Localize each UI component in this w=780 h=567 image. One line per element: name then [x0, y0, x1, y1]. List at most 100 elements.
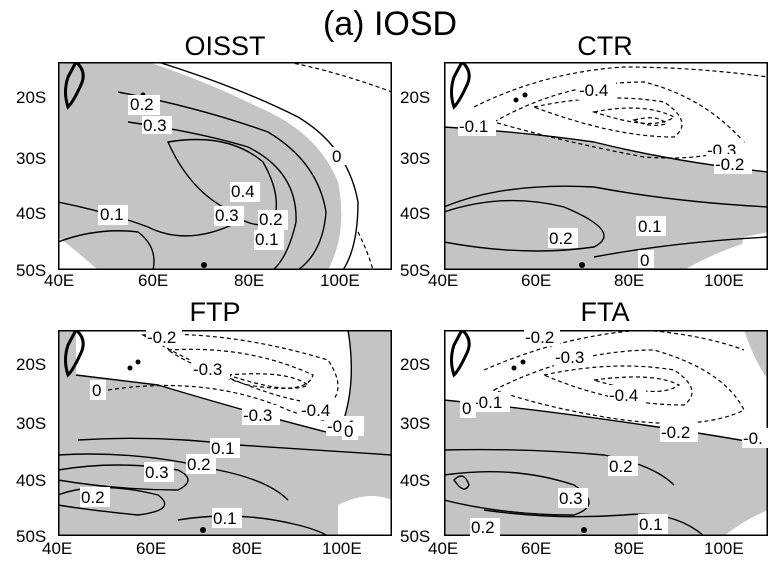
y-tick-label: 20S [400, 355, 431, 374]
contour-line [483, 509, 705, 536]
y-tick-label: 50S [16, 261, 47, 280]
island-dot [201, 262, 207, 268]
y-tick-label: 30S [400, 149, 431, 168]
x-tick-label: 100E [704, 271, 744, 290]
island-dot [200, 527, 206, 533]
contour-label-bg [300, 400, 338, 420]
contour-label-bg [210, 438, 240, 458]
contour-label-bg [192, 359, 230, 379]
madagascar-coastline [64, 62, 85, 110]
contour-label-bg [90, 380, 106, 400]
island-dot [135, 359, 141, 365]
contour-label-bg [80, 487, 110, 507]
contour-line [177, 515, 329, 536]
contour-label: 0 [462, 399, 471, 418]
contour-line [58, 230, 155, 270]
contour-label: -0.4 [301, 401, 330, 420]
contour-label: 0.2 [259, 210, 283, 229]
positive-region [444, 127, 768, 270]
contour-label-bg [330, 147, 346, 165]
contour-label-bg [458, 116, 496, 136]
contour-label-bg [254, 230, 284, 250]
zero-contour [157, 62, 359, 270]
y-tick-label: 30S [400, 414, 431, 433]
y-tick-label: 40S [400, 204, 431, 223]
y-tick-label: 40S [400, 471, 431, 490]
contour-label-bg [212, 508, 242, 528]
negative-contour [531, 97, 683, 138]
x-tick-label: 80E [234, 271, 265, 290]
madagascar-coastline [64, 330, 85, 378]
contour-label: 0.1 [213, 509, 237, 528]
x-tick-label: 100E [320, 271, 360, 290]
contour-label-bg [258, 210, 288, 230]
map-panel-ftp: -0.2 -0.3 0 -0.3 -0.4 -0.1 0 0.1 0.3 0.2… [58, 330, 392, 536]
negative-contour [357, 231, 374, 270]
contour-label: -0.2 [715, 155, 744, 174]
contour-label-bg [660, 422, 698, 442]
contour-line [444, 185, 768, 208]
contour-label: -0.4 [579, 81, 608, 100]
contour-label: -0.3 [555, 348, 584, 367]
contour-label: 0.4 [231, 182, 255, 201]
contour-label: 0.3 [143, 116, 167, 135]
contour-label-bg [342, 422, 358, 440]
contour-label: 0.3 [215, 206, 239, 225]
x-tick-label: 60E [136, 539, 167, 558]
island-dot [520, 359, 526, 365]
contour-label-bg [98, 205, 128, 225]
contour-label-bg [742, 428, 768, 448]
contour-line [117, 91, 327, 270]
positive-region [744, 330, 768, 380]
contour-label: 0.2 [81, 488, 105, 507]
contour-line [444, 199, 605, 252]
x-tick-label: 60E [521, 539, 552, 558]
contour-line [444, 448, 675, 486]
y-tick-label: 40S [16, 204, 47, 223]
contour-label-bg [214, 206, 244, 226]
y-tick-label: 20S [16, 88, 47, 107]
contour-label: -0.1 [473, 393, 502, 412]
contour-label: -0.2 [661, 423, 690, 442]
contour-label-bg [144, 462, 174, 482]
map-panel-fta: -0.2 -0.3 -0.1 -0.4 0 -0.2 -0. 0.2 0.3 0… [444, 330, 768, 536]
contour-label: -0.3 [193, 360, 222, 379]
contour-label: -0.2 [525, 330, 554, 347]
x-tick-label: 60E [138, 271, 169, 290]
contour-label-bg [128, 95, 160, 115]
contour-label-bg [638, 250, 654, 268]
contour-label: 0.1 [100, 205, 124, 224]
map-panel-ctr: -0.4 -0.1 -0.3 -0.2 0.1 0.2 0 [444, 62, 768, 270]
map-panel-oisst: 0.2 0.3 0 0.4 0.3 0.2 0.1 0.1 [58, 62, 392, 270]
contour-label: -0.2 [147, 330, 176, 347]
contour-label-bg [230, 182, 260, 202]
contour-label: 0.1 [211, 439, 235, 458]
contour-label: -0. [743, 429, 763, 448]
negative-contour [591, 107, 676, 124]
y-tick-label: 20S [400, 88, 431, 107]
x-tick-label: 60E [521, 271, 552, 290]
zero-contour [593, 236, 768, 258]
contour-label-bg [706, 140, 744, 158]
island-dot [579, 262, 585, 268]
contour-label: 0 [92, 381, 101, 400]
island-dot [513, 97, 519, 103]
contour-label: 0.2 [130, 95, 154, 114]
contour-label: 0 [332, 147, 341, 166]
negative-contour [593, 376, 681, 392]
contour-label-bg [470, 518, 500, 536]
contour-label-bg [638, 514, 668, 534]
contour-label: -0.4 [609, 386, 638, 405]
y-tick-label: 20S [16, 355, 47, 374]
x-tick-label: 40E [428, 539, 459, 558]
positive-region [338, 496, 392, 536]
contour-label: 0.1 [639, 515, 663, 534]
contour-label: 0.3 [559, 489, 583, 508]
y-tick-label: 40S [16, 471, 47, 490]
island-dot [581, 527, 587, 533]
x-tick-label: 80E [614, 539, 645, 558]
panel-title-oisst: OISST [184, 31, 266, 61]
figure-title: (a) IOSD [322, 5, 458, 43]
contour-label-bg [578, 80, 616, 100]
contour-label: 0.2 [549, 229, 573, 248]
